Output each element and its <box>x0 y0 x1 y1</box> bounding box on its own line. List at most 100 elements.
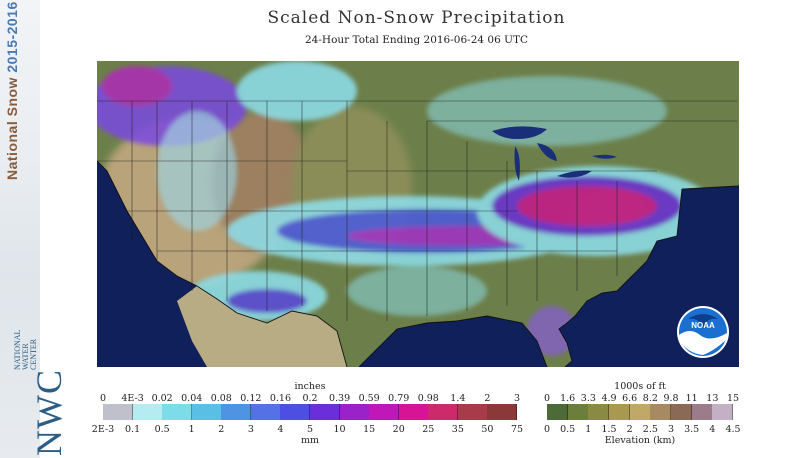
tick-label: 4.5 <box>725 424 741 435</box>
lake-superior <box>492 126 547 139</box>
tick-label: 2 <box>484 393 491 404</box>
colorbar-segment <box>369 404 400 420</box>
tick-label: 13 <box>706 393 719 404</box>
tick-label: 0.79 <box>388 393 410 404</box>
tick-label: 25 <box>422 424 435 435</box>
lake-huron <box>537 143 557 161</box>
tick-label: 15 <box>726 393 740 404</box>
colorbar-segment <box>162 404 193 420</box>
colorbar-segment <box>428 404 459 420</box>
colorbar-segment <box>487 404 518 420</box>
colorbar-segment <box>398 404 429 420</box>
tick-label: 75 <box>510 424 524 435</box>
colorbar-segment <box>609 404 631 420</box>
mexico-landmass <box>177 286 347 367</box>
colorbar-segment <box>132 404 163 420</box>
tick-label: 4 <box>277 424 284 435</box>
page-subtitle: 24-Hour Total Ending 2016-06-24 06 UTC <box>305 34 528 46</box>
tick-label: 3 <box>667 424 675 435</box>
tick-label: 8.2 <box>642 393 658 404</box>
tick-label: 1 <box>585 424 592 435</box>
tick-label: 3.3 <box>580 393 596 404</box>
tick-label: 1.6 <box>560 393 576 404</box>
tick-label: 0 <box>543 424 551 435</box>
colorbar-segment <box>339 404 370 420</box>
lake-erie <box>557 170 592 178</box>
north-plains-light <box>237 61 357 121</box>
elev-unit-top: 1000s of ft <box>614 381 666 392</box>
tick-label: 35 <box>451 424 464 435</box>
tick-label: 0.12 <box>240 393 262 404</box>
east-precip-heavy <box>517 186 657 226</box>
colorbar-segment <box>547 404 569 420</box>
texas-light-precip <box>347 266 487 316</box>
national-snow-analysis-title: National Snow 2015-2016 <box>2 1 38 181</box>
colorbar-segment <box>250 404 281 420</box>
great-lakes-light <box>427 76 667 146</box>
tick-label: 4 <box>709 424 716 435</box>
precip-unit-top: inches <box>294 381 326 392</box>
state-borders <box>97 100 737 321</box>
svg-text:NOAA: NOAA <box>691 321 715 330</box>
colorbar-segment <box>221 404 252 420</box>
colorbar-segment <box>457 404 488 420</box>
tick-label: 0.08 <box>210 393 232 404</box>
florida-precip <box>527 306 577 356</box>
tick-label: 0.1 <box>125 424 141 435</box>
tick-label: 2.5 <box>642 424 658 435</box>
tick-label: 0.04 <box>181 393 203 404</box>
elev-unit-bottom: Elevation (km) <box>604 435 676 446</box>
nw-heavy-precip <box>102 66 172 106</box>
tick-label: 50 <box>481 424 494 435</box>
elevation-colorbar <box>547 404 734 420</box>
coastline <box>97 160 739 367</box>
tick-label: 3 <box>247 424 254 435</box>
tick-label: 3 <box>513 393 521 404</box>
colorbar-segment <box>691 404 713 420</box>
sidebar-branding: National Snow 2015-2016 NWC NATIONAL WAT… <box>0 0 69 458</box>
tick-label: 4.9 <box>601 393 617 404</box>
colorbar-segment <box>712 404 734 420</box>
tick-label: 0.98 <box>417 393 439 404</box>
tick-label: 2E-3 <box>91 424 115 435</box>
tick-label: 0 <box>99 393 107 404</box>
tick-label: 10 <box>333 424 346 435</box>
colorbar-segment <box>650 404 672 420</box>
page-title: Scaled Non-Snow Precipitation <box>267 8 566 28</box>
lake-ontario <box>592 154 617 159</box>
nwc-letters: NWC <box>29 369 69 456</box>
tick-label: 6.6 <box>622 393 638 404</box>
nwc-logo: NWC NATIONAL WATER CENTER <box>0 270 69 458</box>
tick-label: 3.5 <box>684 424 700 435</box>
tick-label: 0.39 <box>328 393 351 404</box>
tick-label: 0.16 <box>269 393 291 404</box>
tick-label: 0.5 <box>154 424 170 435</box>
tick-label: 1.5 <box>601 424 617 435</box>
precip-colorbar <box>103 404 518 420</box>
tick-label: 9.8 <box>663 393 679 404</box>
tick-label: 0 <box>543 393 551 404</box>
colorbar-segment <box>671 404 693 420</box>
tick-label: 15 <box>363 424 376 435</box>
noaa-logo: NOAA <box>677 306 729 358</box>
colorbar-segment <box>103 404 134 420</box>
colorbar-segment <box>310 404 341 420</box>
tick-label: 11 <box>685 393 698 404</box>
tick-label: 1.4 <box>450 393 466 404</box>
nwc-org-name: NATIONAL WATER CENTER <box>13 329 38 370</box>
tick-label: 2 <box>626 424 633 435</box>
brand-line1: National Snow 2015-2016 <box>4 1 20 180</box>
precipitation-map <box>97 61 739 367</box>
tick-label: 4E-3 <box>121 393 144 404</box>
tick-label: 0.2 <box>302 393 318 404</box>
colorbar-segment <box>280 404 311 420</box>
colorbar-segment <box>629 404 651 420</box>
lake-michigan <box>514 146 520 181</box>
tick-label: 20 <box>392 424 405 435</box>
precip-unit-bottom: mm <box>300 435 320 446</box>
tick-label: 0.02 <box>151 393 173 404</box>
west-light-precip <box>157 111 237 231</box>
colorbar-segment <box>191 404 222 420</box>
tick-label: 0.5 <box>560 424 576 435</box>
colorbar-segment <box>567 404 589 420</box>
